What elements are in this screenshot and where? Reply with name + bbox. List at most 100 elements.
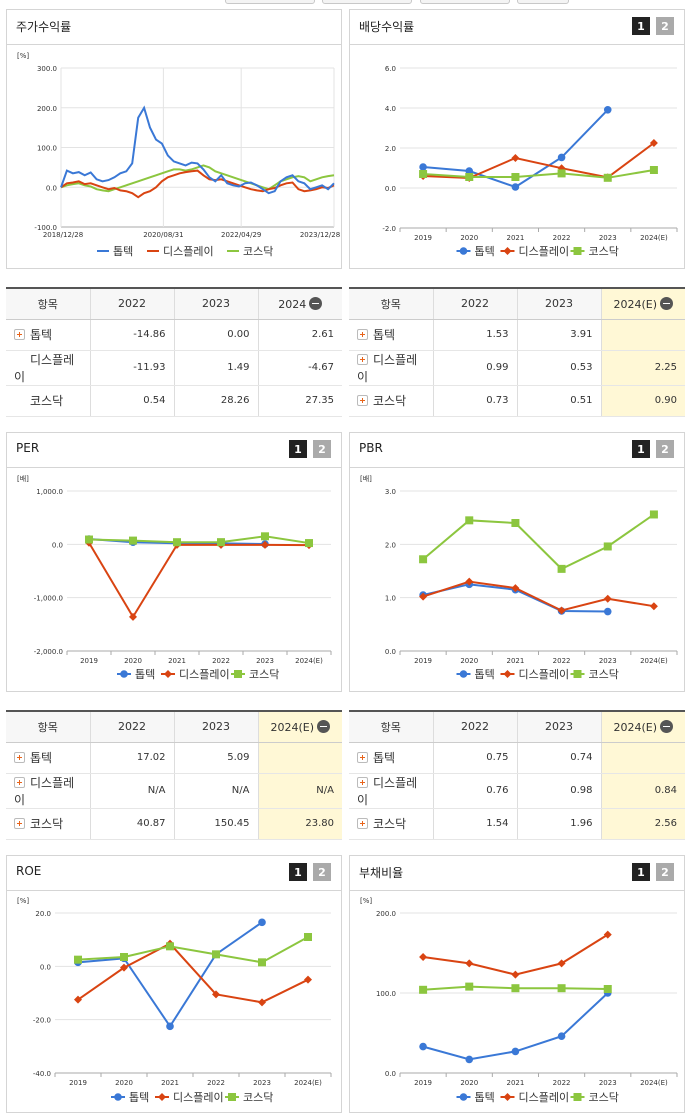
data-point[interactable] <box>419 985 428 994</box>
data-point[interactable] <box>261 540 269 549</box>
series-line <box>60 169 335 199</box>
data-point[interactable] <box>261 532 269 541</box>
data-point[interactable] <box>511 584 520 593</box>
expand-icon[interactable] <box>357 776 368 788</box>
data-point[interactable] <box>603 930 612 939</box>
chart-toggle-2-button[interactable]: 2 <box>313 863 331 881</box>
data-point[interactable] <box>166 942 174 951</box>
data-point[interactable] <box>129 536 137 545</box>
data-point[interactable] <box>557 984 566 993</box>
data-point[interactable] <box>603 594 612 603</box>
toolbar-button[interactable] <box>322 0 412 4</box>
collapse-icon[interactable] <box>309 296 323 310</box>
chart-toggle-2-button[interactable]: 2 <box>313 440 331 458</box>
data-point[interactable] <box>649 166 658 174</box>
data-point[interactable] <box>557 959 566 968</box>
expand-icon[interactable] <box>357 329 368 340</box>
data-point[interactable] <box>129 612 137 621</box>
data-point[interactable] <box>212 990 220 999</box>
chart-toggle-1-button[interactable]: 1 <box>289 440 307 458</box>
expand-icon[interactable] <box>357 818 368 829</box>
legend-marker <box>228 1093 236 1101</box>
collapse-icon[interactable] <box>317 719 331 733</box>
data-point[interactable] <box>120 953 128 961</box>
chart-toggle-1-button[interactable]: 1 <box>632 440 650 458</box>
data-point[interactable] <box>603 542 612 551</box>
data-point[interactable] <box>74 955 82 964</box>
data-point[interactable] <box>557 169 566 178</box>
data-point[interactable] <box>557 1032 566 1040</box>
data-point[interactable] <box>419 1042 427 1051</box>
data-point[interactable] <box>419 170 428 178</box>
collapse-icon[interactable] <box>660 719 674 733</box>
data-point[interactable] <box>465 516 474 525</box>
data-point[interactable] <box>511 1047 520 1056</box>
data-point[interactable] <box>649 602 658 611</box>
data-point[interactable] <box>649 139 658 147</box>
data-point[interactable] <box>258 918 266 927</box>
data-point[interactable] <box>465 167 474 175</box>
toolbar-button[interactable] <box>225 0 315 4</box>
data-point[interactable] <box>85 535 93 544</box>
data-point[interactable] <box>258 958 266 967</box>
chart-toggle-2-button[interactable]: 2 <box>656 17 674 35</box>
data-point[interactable] <box>511 154 520 162</box>
chart-toggle-1-button[interactable]: 1 <box>632 17 650 35</box>
data-point[interactable] <box>465 1055 474 1064</box>
data-point[interactable] <box>419 163 427 171</box>
expand-icon[interactable] <box>14 776 25 788</box>
data-point[interactable] <box>465 982 474 991</box>
expand-icon[interactable] <box>14 752 25 763</box>
data-point[interactable] <box>212 950 220 959</box>
data-point[interactable] <box>511 173 520 181</box>
data-point[interactable] <box>258 998 266 1007</box>
table-cell: 1.96 <box>516 808 601 840</box>
data-point[interactable] <box>603 106 612 114</box>
data-point[interactable] <box>557 564 566 573</box>
data-point[interactable] <box>419 555 428 564</box>
chart-toggle-1-button[interactable]: 1 <box>289 863 307 881</box>
chart-toggle-2-button[interactable]: 2 <box>656 440 674 458</box>
table-cell: 2.56 <box>600 808 685 840</box>
expand-icon[interactable] <box>357 353 368 365</box>
x-tick-label: 2022 <box>553 657 571 665</box>
toolbar-button[interactable] <box>420 0 510 4</box>
data-point[interactable] <box>649 510 658 519</box>
data-point[interactable] <box>166 1022 174 1031</box>
data-point[interactable] <box>173 538 181 547</box>
data-point[interactable] <box>217 538 225 547</box>
y-tick-label: 2.0 <box>385 145 396 153</box>
data-point[interactable] <box>557 606 566 615</box>
chart-toggle-1-button[interactable]: 1 <box>632 863 650 881</box>
data-point[interactable] <box>419 592 428 601</box>
data-point[interactable] <box>419 953 428 961</box>
data-point[interactable] <box>74 995 82 1004</box>
toolbar-button[interactable] <box>517 0 569 4</box>
table-cell: 1.49 <box>173 350 258 386</box>
data-point[interactable] <box>511 970 520 979</box>
table-cell: 0.74 <box>516 742 601 774</box>
data-point[interactable] <box>304 933 312 941</box>
data-point[interactable] <box>465 959 474 968</box>
collapse-icon[interactable] <box>660 296 674 310</box>
data-point[interactable] <box>304 975 312 984</box>
table-header: 2024(E) <box>257 711 342 743</box>
data-point[interactable] <box>305 539 313 548</box>
table-cell: 27.35 <box>257 385 342 417</box>
data-point[interactable] <box>603 985 612 993</box>
data-point[interactable] <box>603 607 612 616</box>
data-point[interactable] <box>511 519 520 527</box>
expand-icon[interactable] <box>14 818 25 829</box>
data-point[interactable] <box>603 173 612 182</box>
expand-icon[interactable] <box>357 395 368 406</box>
data-point[interactable] <box>511 183 520 191</box>
expand-icon[interactable] <box>14 329 25 340</box>
data-point[interactable] <box>120 963 128 972</box>
data-point[interactable] <box>511 984 520 993</box>
chart-toggle-2-button[interactable]: 2 <box>656 863 674 881</box>
expand-icon[interactable] <box>357 752 368 763</box>
data-point[interactable] <box>465 173 474 181</box>
data-point[interactable] <box>465 577 474 586</box>
y-tick-label: 0.0 <box>52 541 63 549</box>
data-point[interactable] <box>557 153 566 162</box>
